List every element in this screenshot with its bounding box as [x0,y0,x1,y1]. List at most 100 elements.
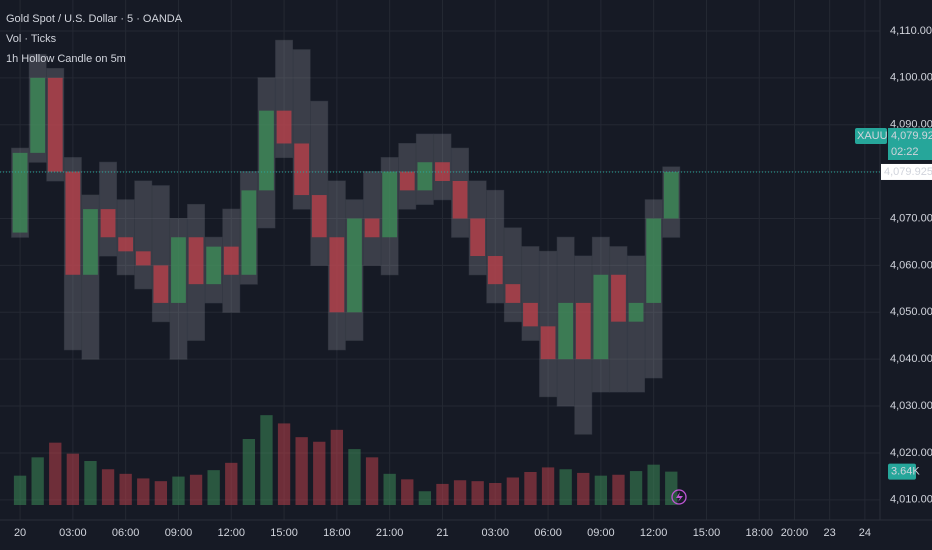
candle-body [364,218,380,238]
volume-bar [330,429,344,505]
volume-bar [559,469,572,505]
candle-range [363,171,382,266]
volume-bar [348,449,361,505]
candle-body [417,162,433,191]
volume-bar [594,475,608,505]
volume-bar [506,477,520,505]
candle-body [276,110,292,144]
volume-bar [365,457,379,505]
x-tick-label: 15:00 [693,527,721,539]
volume-bar [295,437,308,505]
volume-bar [524,472,537,505]
x-tick-label: 18:00 [323,527,351,539]
candle-body [487,256,503,285]
candle-body [30,77,46,153]
candle-range [503,227,522,323]
x-tick-label: 09:00 [587,527,615,539]
x-tick-label: 24 [859,527,871,539]
volume-pane [13,415,678,505]
indicator-label: Vol · Ticks [6,33,57,45]
candle-body [470,218,486,257]
volume-bar [383,473,396,505]
candle-body [241,190,257,275]
x-tick-label: 20:00 [781,527,809,539]
volume-bar [401,479,414,505]
y-tick-label: 4,060.000 [890,259,932,271]
candle-body [505,284,521,303]
volume-bar [577,472,590,505]
candle-body [259,110,274,191]
x-tick-label: 12:00 [640,527,668,539]
x-tick-label: 21 [436,527,448,539]
volume-bar [31,457,44,505]
candle-body [83,209,98,275]
volume-bar [629,471,643,505]
candle-range [486,189,505,304]
volume-bar [172,476,185,505]
volume-bar [277,423,291,505]
volume-bar [260,415,273,505]
candle-body [611,274,626,322]
last-price-box [888,128,932,160]
volume-label-box [888,463,916,480]
candle-range [134,180,153,290]
candle-body [540,326,556,360]
candles [11,39,681,435]
candle-range [310,100,329,266]
x-tick-label: 06:00 [534,527,562,539]
candle-body [663,171,679,219]
candle-body [118,237,134,252]
x-tick-label: 03:00 [481,527,509,539]
candle-body [12,152,28,233]
volume-bar [418,491,432,505]
indicator-label: 1h Hollow Candle on 5m [6,53,126,65]
volume-label: 3.64K [891,466,920,478]
volume-bar [242,439,256,505]
candle-body [452,180,468,219]
x-tick-label: 15:00 [270,527,298,539]
y-tick-label: 4,040.000 [890,353,932,365]
y-tick-label: 4,030.000 [890,400,932,412]
x-tick-label: 06:00 [112,527,140,539]
volume-bar [189,474,203,505]
volume-bar [541,467,555,505]
volume-bar [137,478,150,505]
candle-body [153,265,169,303]
candle-body [628,302,644,322]
candle-body [223,246,239,275]
volume-bar [119,473,132,505]
lightning-icon [676,492,683,502]
volume-bar [154,481,168,505]
x-tick-label: 03:00 [59,527,87,539]
y-tick-label: 4,110.000 [890,25,932,37]
y-tick-label: 4,090.000 [890,119,932,131]
x-tick-label: 21:00 [376,527,404,539]
candle-body [65,171,81,275]
event-icon[interactable] [671,489,687,505]
volume-bar [489,483,502,505]
price-label-box [881,163,932,180]
y-tick-label: 4,020.000 [890,447,932,459]
candle-body [171,237,186,303]
candle-body [329,237,345,313]
volume-bar [84,461,97,505]
candle-body [575,302,591,360]
x-tick-label: 09:00 [165,527,193,539]
volume-bar [612,474,625,505]
x-tick-label: 23 [824,527,836,539]
y-tick-label: 4,070.000 [890,212,932,224]
price-label: 4,079.925 [884,166,932,178]
y-tick-label: 4,010.000 [890,494,932,506]
candle-body [135,251,151,266]
x-tick-label: 18:00 [745,527,773,539]
candle-body [100,209,116,238]
volume-bar [49,442,62,505]
countdown-label: 02:22 [891,146,919,158]
volume-bar [225,462,238,505]
volume-bar [207,470,220,505]
candle-body [558,302,574,360]
chart-title: Gold Spot / U.S. Dollar · 5 · OANDA [6,13,183,25]
candle-body [523,302,538,327]
